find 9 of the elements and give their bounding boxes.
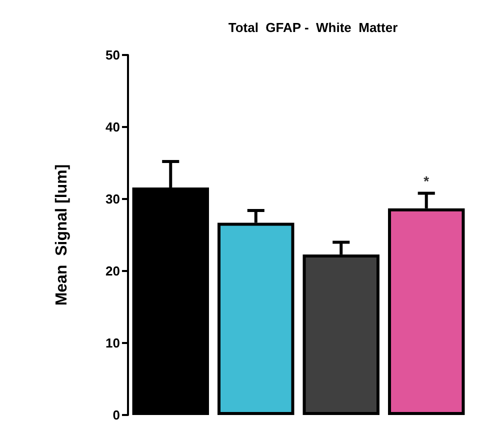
y-tick-label: 30 [106, 192, 120, 206]
y-tick-label: 40 [106, 120, 120, 134]
chart-title: Total GFAP - White Matter [228, 20, 398, 35]
y-tick-label: 50 [106, 48, 120, 62]
y-tick-label: 10 [106, 336, 120, 350]
y-tick-label: 0 [112, 408, 120, 422]
y-tick-label: 20 [106, 264, 120, 278]
y-axis-title: Mean Signal [lum] [54, 164, 70, 306]
data-label: * [424, 173, 430, 190]
